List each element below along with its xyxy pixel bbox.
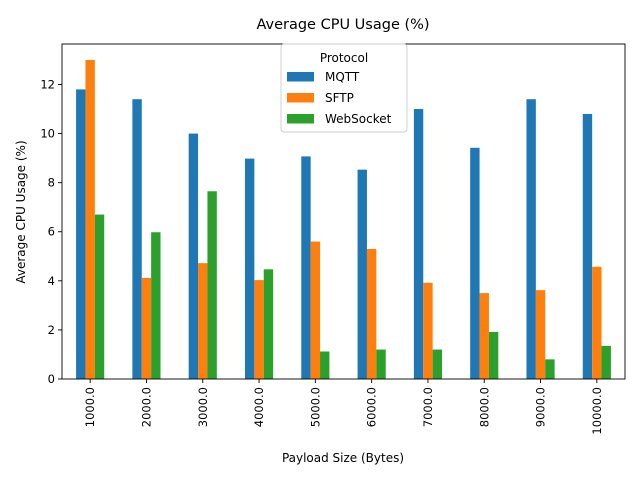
- x-tick-label: 1000.0: [83, 387, 97, 427]
- bar-mqtt-4: [301, 156, 311, 379]
- y-axis-label: Average CPU Usage (%): [14, 140, 28, 283]
- y-tick-label: 0: [48, 372, 55, 386]
- bar-websocket-4: [320, 351, 330, 379]
- bar-sftp-2: [198, 263, 208, 379]
- x-tick-label: 6000.0: [365, 387, 379, 427]
- bar-mqtt-3: [244, 158, 255, 379]
- y-tick-label: 4: [48, 274, 55, 288]
- x-axis-label: Payload Size (Bytes): [282, 451, 404, 465]
- bar-sftp-0: [85, 59, 95, 379]
- bar-mqtt-7: [470, 147, 480, 379]
- bar-sftp-4: [310, 241, 321, 379]
- bar-sftp-9: [592, 266, 602, 379]
- y-axis: 0 2 4 6 8 10 12: [40, 77, 62, 386]
- bar-mqtt-0: [76, 89, 86, 380]
- bar-websocket-8: [545, 359, 555, 379]
- x-tick-label: 8000.0: [477, 387, 491, 427]
- bar-websocket-6: [432, 349, 443, 379]
- x-tick-label: 3000.0: [196, 387, 210, 427]
- y-tick-label: 12: [40, 77, 55, 91]
- bar-websocket-9: [601, 345, 611, 379]
- legend-label-websocket: WebSocket: [325, 112, 392, 126]
- bar-mqtt-8: [526, 99, 536, 379]
- chart-title: Average CPU Usage (%): [256, 17, 429, 33]
- legend-swatch-websocket: [287, 114, 314, 124]
- legend-label-sftp: SFTP: [325, 91, 354, 105]
- bar-sftp-5: [366, 248, 377, 379]
- y-tick-label: 8: [48, 176, 55, 190]
- bar-websocket-5: [376, 349, 386, 379]
- bar-sftp-8: [535, 290, 546, 379]
- bars-group: [76, 59, 611, 380]
- legend-swatch-mqtt: [287, 72, 314, 82]
- x-tick-label: 4000.0: [252, 387, 266, 427]
- x-tick-label: 5000.0: [308, 387, 322, 427]
- x-tick-label: 9000.0: [534, 387, 548, 427]
- legend-swatch-sftp: [287, 93, 314, 103]
- bar-websocket-7: [488, 331, 499, 379]
- bar-sftp-6: [423, 282, 433, 379]
- bar-mqtt-6: [413, 109, 424, 379]
- bar-sftp-7: [479, 293, 489, 379]
- bar-mqtt-1: [132, 99, 142, 379]
- x-tick-label: 2000.0: [139, 387, 153, 427]
- y-tick-label: 2: [48, 323, 55, 337]
- bar-websocket-0: [94, 214, 105, 379]
- y-tick-label: 6: [48, 225, 55, 239]
- legend: Protocol MQTT SFTP WebSocket: [280, 43, 408, 133]
- x-tick-label: 7000.0: [421, 387, 435, 427]
- bar-websocket-3: [263, 269, 274, 379]
- y-tick-label: 10: [40, 127, 55, 141]
- bar-mqtt-9: [582, 113, 593, 379]
- bar-mqtt-5: [357, 169, 367, 379]
- legend-title: Protocol: [320, 51, 368, 65]
- legend-label-mqtt: MQTT: [325, 70, 360, 84]
- bar-sftp-3: [254, 280, 264, 379]
- bar-sftp-1: [141, 277, 152, 379]
- bar-websocket-1: [151, 232, 161, 379]
- bar-websocket-2: [207, 191, 217, 379]
- x-tick-label: 10000.0: [590, 387, 604, 435]
- legend-box: [280, 43, 408, 133]
- bar-mqtt-2: [188, 133, 199, 379]
- x-axis: 1000.0 2000.0 3000.0 4000.0 5000.0 6000.0 7000…: [83, 379, 604, 435]
